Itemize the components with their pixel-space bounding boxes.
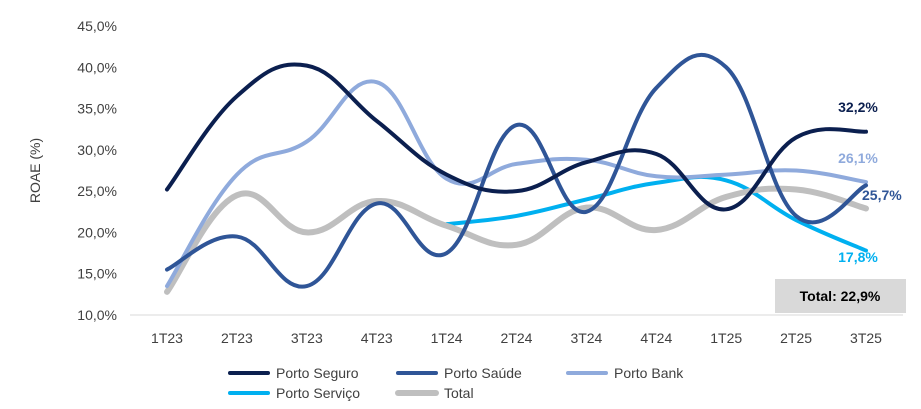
- y-tick-label: 10,0%: [77, 307, 117, 323]
- x-tick-label: 2T23: [221, 330, 253, 346]
- y-tick-label: 25,0%: [77, 183, 117, 199]
- x-tick-label: 2T25: [780, 330, 812, 346]
- x-tick-label: 1T24: [431, 330, 463, 346]
- y-axis-ticks: 10,0% 15,0% 20,0% 25,0% 30,0% 35,0% 40,0% 45,0%: [77, 18, 117, 323]
- series-line-porto-seguro: [165, 62, 868, 212]
- x-tick-label: 1T23: [151, 330, 183, 346]
- series-line-porto-servico: [444, 174, 868, 253]
- legend-item-porto-saude: Porto Saúde: [396, 365, 522, 381]
- y-tick-label: 15,0%: [77, 266, 117, 282]
- end-labels: 32,2% 25,7% 26,1% 17,8%: [838, 99, 902, 265]
- x-axis-ticks: 1T23 2T23 3T23 4T23 1T24 2T24 3T24 4T24 1T25 2T25…: [151, 330, 882, 346]
- legend-item-porto-servico: Porto Serviço: [228, 385, 360, 401]
- y-tick-label: 20,0%: [77, 224, 117, 240]
- end-label: 32,2%: [838, 99, 878, 115]
- series-line-porto-saude: [165, 52, 868, 289]
- end-label: 26,1%: [838, 150, 878, 166]
- x-tick-label: 1T25: [710, 330, 742, 346]
- y-tick-label: 45,0%: [77, 18, 117, 34]
- legend-item-porto-bank: Porto Bank: [566, 365, 684, 381]
- end-label: 17,8%: [838, 249, 878, 265]
- x-tick-label: 4T23: [361, 330, 393, 346]
- series-line-total: [164, 185, 869, 295]
- legend-label: Porto Seguro: [276, 365, 359, 381]
- x-tick-label: 3T25: [850, 330, 882, 346]
- y-tick-label: 40,0%: [77, 59, 117, 75]
- total-box: Total: 22,9%: [775, 279, 906, 313]
- total-box-background: [775, 279, 906, 313]
- y-tick-label: 35,0%: [77, 101, 117, 117]
- end-label: 25,7%: [862, 187, 902, 203]
- legend-label: Total: [444, 385, 474, 401]
- legend-label: Porto Saúde: [444, 365, 522, 381]
- legend-label: Porto Serviço: [276, 385, 360, 401]
- series-line-porto-bank: [165, 79, 868, 289]
- legend-item-total: Total: [395, 385, 474, 401]
- x-tick-label: 3T23: [291, 330, 323, 346]
- legend: Porto Seguro Porto Saúde Porto Bank Porto S…: [228, 365, 684, 401]
- x-tick-label: 3T24: [570, 330, 602, 346]
- series-lines: [164, 52, 869, 295]
- y-tick-label: 30,0%: [77, 142, 117, 158]
- x-tick-label: 4T24: [640, 330, 672, 346]
- legend-label: Porto Bank: [614, 365, 684, 381]
- legend-item-porto-seguro: Porto Seguro: [228, 365, 359, 381]
- total-box-label: Total: 22,9%: [800, 288, 881, 304]
- x-tick-label: 2T24: [501, 330, 533, 346]
- y-axis-title: ROAE (%): [27, 138, 43, 203]
